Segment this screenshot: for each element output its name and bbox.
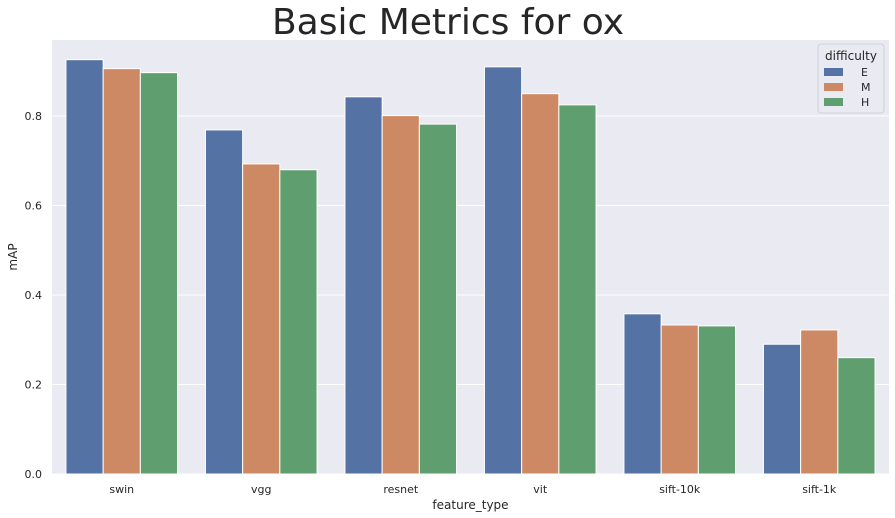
legend-title: difficulty (825, 49, 877, 63)
bar-sift-1k-H (837, 357, 876, 475)
bar-sift-1k-M (800, 329, 839, 475)
x-tick-label: vit (533, 483, 548, 496)
x-tick-label: resnet (383, 483, 419, 496)
legend-label: H (861, 96, 869, 109)
y-axis-label: mAP (6, 243, 20, 270)
legend-swatch-E (824, 68, 843, 76)
y-tick-label: 0.0 (25, 468, 43, 481)
x-tick-label: sift-10k (659, 483, 701, 496)
legend-label: E (861, 66, 868, 79)
bar-sift-10k-M (660, 324, 699, 475)
legend-swatch-H (824, 98, 843, 106)
bar-swin-E (65, 59, 104, 475)
legend-items: EMH (824, 66, 871, 109)
bar-swin-M (102, 68, 141, 475)
plot-background (52, 40, 889, 474)
bar-vgg-E (204, 129, 244, 475)
bar-resnet-M (381, 115, 420, 475)
gridlines (52, 115, 889, 475)
bar-swin-H (139, 72, 179, 475)
bar-vit-M (521, 93, 560, 475)
x-tick-label: vgg (251, 483, 271, 496)
x-axis-label: feature_type (432, 498, 508, 512)
bar-sift-10k-H (697, 325, 737, 475)
bar-sift-10k-E (623, 313, 662, 475)
y-tick-label: 0.2 (25, 379, 43, 392)
bar-vgg-M (242, 163, 281, 475)
y-tick-label: 0.8 (25, 110, 43, 123)
y-tick-label: 0.4 (25, 289, 43, 302)
bar-vit-H (558, 104, 597, 475)
legend: difficulty EMH (817, 43, 885, 114)
y-ticks: 0.0 0.2 0.4 0.6 0.8 (25, 110, 43, 481)
bar-sift-1k-E (762, 343, 802, 475)
bar-resnet-H (418, 123, 458, 475)
legend-swatch-M (824, 83, 843, 91)
bar-vgg-H (279, 169, 318, 475)
bar-vit-E (483, 66, 523, 475)
bars (65, 59, 876, 475)
x-tick-label: swin (109, 483, 134, 496)
legend-box (817, 43, 885, 114)
x-tick-label: sift-1k (802, 483, 837, 496)
legend-label: M (861, 81, 871, 94)
y-tick-label: 0.6 (25, 200, 43, 213)
chart-title: Basic Metrics for ox (272, 2, 624, 43)
bar-resnet-E (344, 96, 383, 475)
x-ticks: swin vgg resnet vit sift-10k sift-1k (109, 483, 837, 496)
